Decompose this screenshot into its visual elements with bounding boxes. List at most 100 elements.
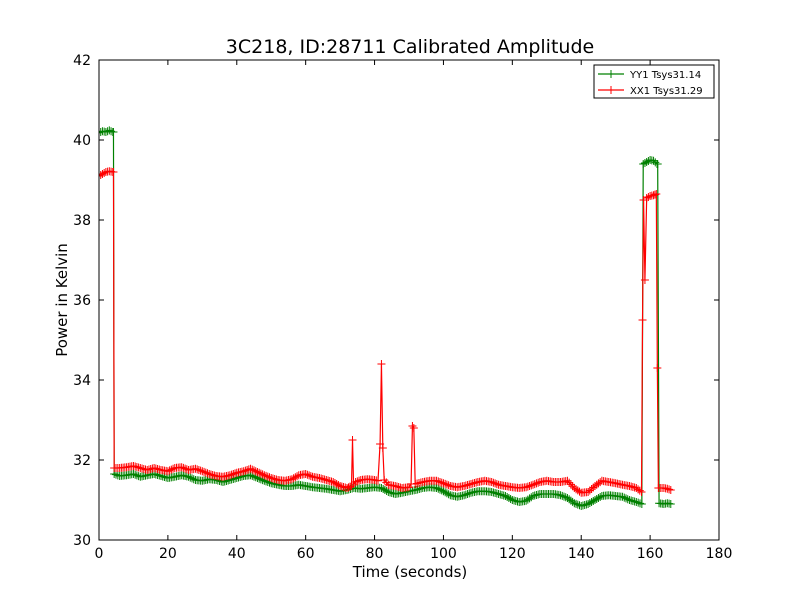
data-point-marker <box>565 478 574 487</box>
data-point-marker <box>623 495 632 504</box>
data-point-marker <box>566 480 575 489</box>
data-point-marker <box>101 128 110 136</box>
data-point-marker <box>179 463 188 472</box>
data-point-marker <box>523 482 532 491</box>
data-point-marker <box>253 468 262 476</box>
legend-label: YY1 Tsys31.14 <box>629 70 701 81</box>
data-point-marker <box>441 488 450 497</box>
data-point-marker <box>491 479 500 488</box>
x-tick-label: 80 <box>366 546 384 562</box>
data-point-marker <box>487 478 496 486</box>
data-point-marker <box>193 465 202 474</box>
data-point-marker <box>241 466 250 475</box>
data-point-marker <box>374 476 382 485</box>
data-point-marker <box>444 490 453 499</box>
data-point-marker <box>556 491 565 500</box>
y-axis: 30 32 34 36 38 40 42 <box>73 53 719 549</box>
y-tick-label: 30 <box>73 533 91 549</box>
data-point-marker <box>200 467 209 476</box>
data-point-marker <box>379 485 388 493</box>
y-tick-label: 36 <box>73 293 91 309</box>
data-point-marker <box>229 470 238 478</box>
y-tick-label: 34 <box>73 373 91 389</box>
data-point-marker <box>638 316 647 324</box>
data-point-marker <box>347 482 356 490</box>
data-point-marker <box>227 470 236 479</box>
data-point-marker <box>348 436 357 444</box>
data-point-marker <box>492 480 501 489</box>
data-point-marker <box>332 480 341 488</box>
data-point-marker <box>465 489 474 498</box>
data-point-marker <box>573 500 582 509</box>
x-axis: 0 20 40 60 80 100 120 140 160 180 <box>95 60 732 562</box>
data-point-marker <box>177 463 186 472</box>
data-point-marker <box>442 489 451 498</box>
data-point-marker <box>351 478 360 486</box>
x-tick-label: 140 <box>568 546 595 562</box>
data-point-marker <box>131 470 140 479</box>
data-point-marker <box>260 471 269 480</box>
y-axis-label: Power in Kelvin <box>53 243 71 357</box>
x-tick-label: 20 <box>159 546 177 562</box>
data-point-marker <box>504 494 513 502</box>
data-point-marker <box>529 480 537 489</box>
data-point-marker <box>188 474 196 483</box>
data-point-marker <box>196 466 205 475</box>
data-point-marker <box>186 473 195 482</box>
y-tick-label: 32 <box>73 453 91 469</box>
x-axis-label: Time (seconds) <box>352 563 468 581</box>
data-point-marker <box>585 499 594 507</box>
data-point-marker <box>439 479 448 488</box>
data-point-marker <box>198 467 207 476</box>
data-point-marker <box>436 485 444 494</box>
data-point-marker <box>592 495 601 503</box>
data-point-marker <box>644 193 653 201</box>
data-point-marker <box>501 492 510 500</box>
data-point-marker <box>527 493 536 502</box>
data-point-marker <box>109 168 118 176</box>
data-point-marker <box>191 464 200 473</box>
data-point-marker <box>289 474 298 483</box>
data-point-marker <box>169 464 178 473</box>
data-point-marker <box>405 483 413 492</box>
data-point-marker <box>432 476 441 485</box>
x-tick-label: 100 <box>430 546 457 562</box>
data-point-marker <box>303 470 312 479</box>
data-point-marker <box>184 472 193 481</box>
data-point-marker <box>329 478 338 486</box>
data-point-marker <box>640 159 649 167</box>
data-point-marker <box>632 498 641 506</box>
data-point-marker <box>355 476 364 485</box>
data-point-marker <box>231 469 240 478</box>
data-point-marker <box>436 478 444 486</box>
data-point-marker <box>596 493 605 501</box>
data-point-marker <box>639 160 648 168</box>
data-point-marker <box>442 480 451 489</box>
data-point-marker <box>649 156 658 165</box>
data-point-marker <box>636 499 645 508</box>
data-point-marker <box>132 471 141 480</box>
data-point-marker <box>377 360 386 368</box>
data-point-marker <box>434 477 443 486</box>
data-point-marker <box>663 484 672 493</box>
data-point-marker <box>293 472 302 481</box>
data-point-marker <box>506 495 515 503</box>
data-point-marker <box>570 499 579 508</box>
data-point-marker <box>262 471 271 480</box>
data-point-marker <box>291 473 300 482</box>
y-tick-label: 42 <box>73 53 91 69</box>
data-point-marker <box>594 494 603 502</box>
data-point-marker <box>434 484 443 493</box>
data-point-marker <box>568 497 577 506</box>
data-point-marker <box>305 471 314 480</box>
data-point-marker <box>246 464 255 473</box>
data-point-marker <box>444 481 453 490</box>
legend: YY1 Tsys31.14 XX1 Tsys31.29 <box>593 64 715 99</box>
data-point-marker <box>437 486 446 495</box>
data-point-marker <box>225 471 234 480</box>
data-point-marker <box>527 481 536 490</box>
data-point-marker <box>653 364 662 372</box>
x-tick-label: 120 <box>499 546 526 562</box>
data-point-marker <box>637 488 646 496</box>
